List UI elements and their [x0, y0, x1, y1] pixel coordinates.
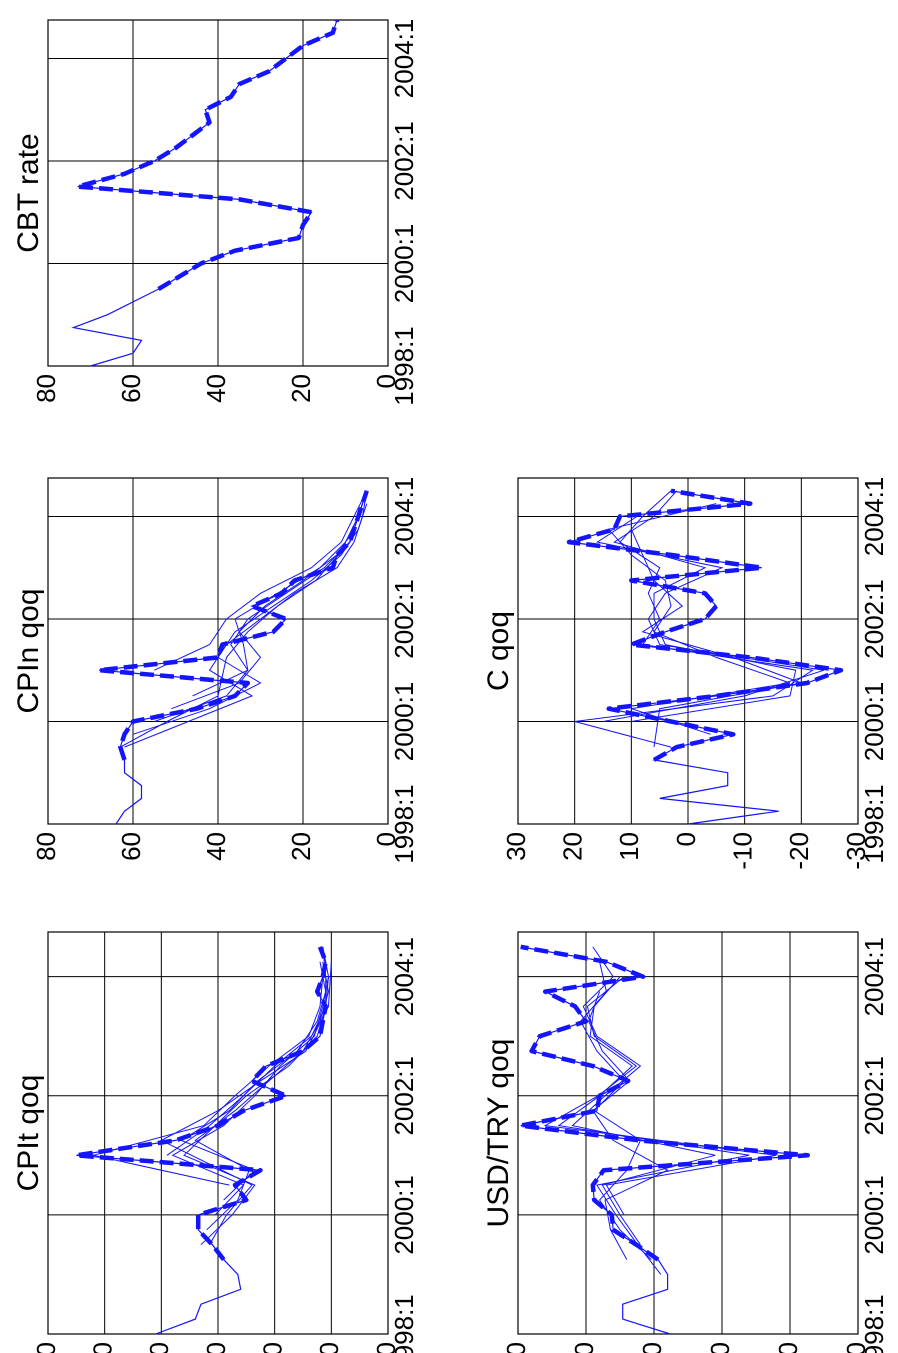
x-tick-label: 2000:1: [389, 682, 419, 762]
plot-frame: [47, 477, 389, 825]
chart-title: CBT rate: [12, 133, 45, 253]
actual-line: [71, 19, 338, 367]
x-tick-label: 2002:1: [389, 579, 419, 659]
y-tick-label: 0: [371, 832, 401, 846]
forecast-line: [588, 991, 669, 1260]
y-tick-label: -150: [773, 1342, 803, 1353]
actual-line-highlight: [518, 944, 810, 1262]
x-tick-label: 2004:1: [859, 937, 889, 1017]
y-tick-label: -200: [841, 1342, 871, 1353]
y-tick-label: 80: [31, 374, 61, 403]
chart-title: USD/TRY qoq: [482, 1039, 515, 1228]
actual-line-highlight: [75, 19, 340, 292]
y-tick-label: 20: [286, 374, 316, 403]
y-tick-label: 0: [314, 1342, 344, 1353]
chart-panel-1: CPIt qoq 100 80 60 40 20 0 -201998:1 2000:1 2002:…: [12, 931, 419, 1353]
y-tick-label: 40: [201, 1342, 231, 1353]
chart-title: C qoq: [482, 611, 515, 691]
forecast-line: [171, 976, 329, 1216]
x-tick-label: 1998:1: [389, 1294, 419, 1353]
y-tick-label: 60: [144, 1342, 174, 1353]
y-tick-label: 60: [116, 832, 146, 861]
forecast-line: [571, 946, 716, 1245]
y-tick-label: 20: [558, 832, 588, 861]
plot-frame: [517, 931, 859, 1335]
x-tick-label: 2000:1: [389, 1175, 419, 1255]
actual-line: [568, 490, 842, 825]
y-tick-label: 20: [258, 1342, 288, 1353]
y-tick-label: -20: [371, 1342, 401, 1353]
plot-frame: [47, 19, 389, 367]
x-tick-label: 2000:1: [859, 1175, 889, 1255]
x-tick-label: 1998:1: [859, 784, 889, 864]
chart-title: CPIt qoq: [12, 1075, 45, 1192]
forecast-line: [154, 490, 368, 671]
forecast-line: [630, 529, 804, 748]
forecast-line: [166, 946, 330, 1156]
actual-line-highlight: [96, 490, 369, 761]
x-tick-label: 1998:1: [859, 1294, 889, 1353]
actual-line-highlight: [74, 946, 328, 1261]
actual-line: [76, 946, 327, 1335]
forecast-line: [124, 490, 368, 748]
y-tick-label: -20: [784, 832, 814, 870]
x-tick-label: 2002:1: [859, 1056, 889, 1136]
y-tick-label: 20: [286, 832, 316, 861]
charts-layer: CPIt qoq100806040200-201998:12000:12002:…: [12, 19, 889, 1353]
x-tick-label: 2004:1: [389, 19, 419, 99]
x-tick-label: 2004:1: [859, 477, 889, 557]
y-tick-label: 80: [31, 832, 61, 861]
x-tick-label: 2002:1: [389, 1056, 419, 1136]
x-tick-label: 2000:1: [389, 224, 419, 304]
forecast-line: [120, 503, 363, 748]
y-tick-label: -50: [637, 1342, 667, 1353]
x-tick-label: 1998:1: [389, 326, 419, 406]
forecast-line: [613, 490, 797, 722]
y-tick-label: 0: [671, 832, 701, 846]
y-tick-label: 80: [88, 1342, 118, 1353]
y-tick-label: -10: [728, 832, 758, 870]
chart-title: CPIn qoq: [12, 588, 45, 713]
x-tick-label: 2004:1: [389, 937, 419, 1017]
y-tick-label: 30: [501, 832, 531, 861]
y-tick-label: 0: [371, 374, 401, 388]
x-tick-label: 1998:1: [389, 784, 419, 864]
x-tick-label: 2002:1: [389, 121, 419, 201]
forecast-line: [93, 976, 324, 1186]
actual-line: [98, 490, 368, 825]
forecast-line: [192, 516, 359, 697]
x-tick-label: 2002:1: [859, 579, 889, 659]
actual-line-highlight: [566, 488, 844, 762]
y-tick-label: 100: [31, 1342, 61, 1353]
y-tick-label: 50: [501, 1342, 531, 1353]
y-tick-label: 10: [614, 832, 644, 861]
y-tick-label: 0: [569, 1342, 599, 1353]
x-tick-label: 2000:1: [859, 682, 889, 762]
forecast-line: [171, 503, 363, 710]
plot-frame: [47, 931, 389, 1335]
forecast-line: [183, 946, 327, 1246]
x-tick-label: 2004:1: [389, 477, 419, 557]
y-tick-label: 60: [116, 374, 146, 403]
y-tick-label: 40: [201, 374, 231, 403]
y-tick-label: -100: [705, 1342, 735, 1353]
y-tick-label: -30: [841, 832, 871, 870]
y-tick-label: 40: [201, 832, 231, 861]
